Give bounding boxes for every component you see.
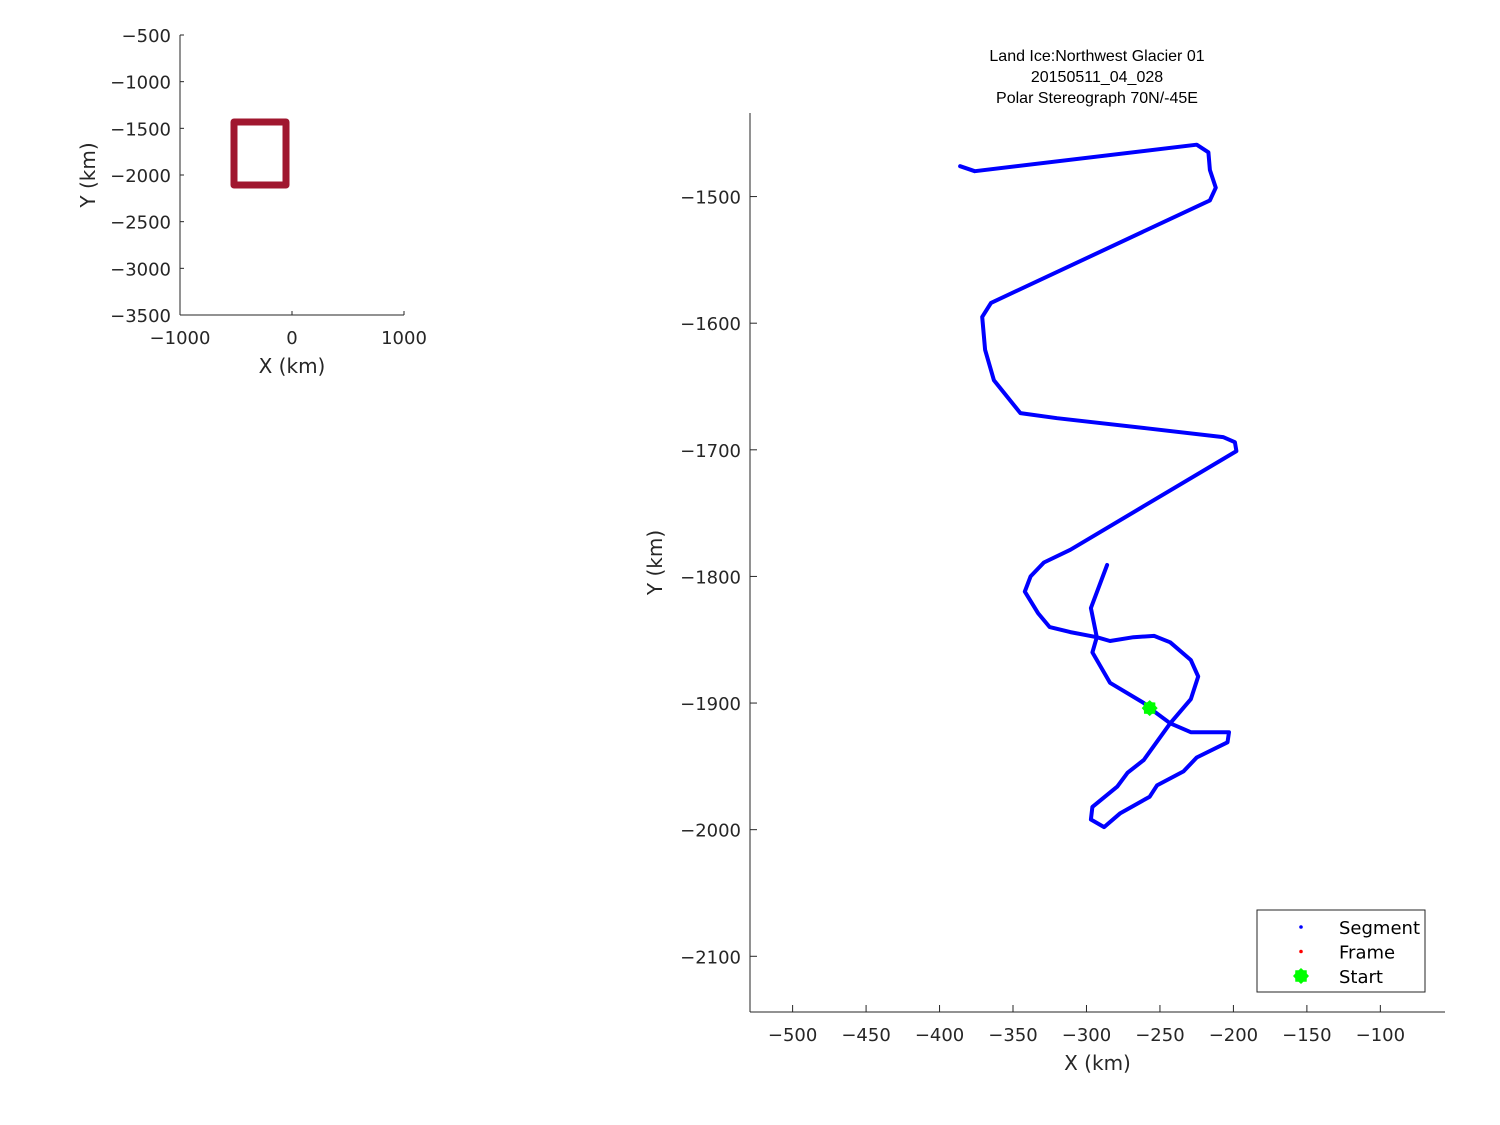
x-tick-label: −300	[1062, 1025, 1111, 1046]
x-axis-label: X (km)	[1064, 1051, 1131, 1075]
start-marker	[1141, 700, 1158, 717]
y-axis-label: Y (km)	[76, 142, 100, 208]
x-tick-label: −400	[915, 1025, 964, 1046]
y-tick-label: −1800	[680, 567, 741, 588]
legend-segment-label: Segment	[1339, 918, 1420, 939]
x-tick-label: 0	[286, 328, 297, 349]
x-tick-label: −500	[768, 1025, 817, 1046]
series-line	[230, 118, 290, 189]
y-tick-label: −1600	[680, 314, 741, 335]
x-tick-label: 1000	[381, 328, 427, 349]
series-segment-line	[958, 142, 1239, 830]
legend-start-label: Start	[1339, 967, 1383, 988]
chart-title-line: Land Ice:Northwest Glacier 01	[989, 48, 1204, 65]
overview-axes: −1000 0 1000 −3500 −3000 −2500 −2000 −1500 −1000…	[76, 26, 427, 378]
y-tick-label: −1700	[680, 441, 741, 462]
x-tick-label: −250	[1135, 1025, 1184, 1046]
x-axis-label: X (km)	[259, 354, 326, 378]
y-tick-label: −2000	[680, 821, 741, 842]
legend-frame-label: Frame	[1339, 943, 1395, 964]
x-tick-label: −100	[1356, 1025, 1405, 1046]
y-tick-label: −2100	[680, 947, 741, 968]
x-tick-label: −350	[988, 1025, 1037, 1046]
y-tick-label: −3000	[110, 259, 171, 280]
x-tick-label: −200	[1209, 1025, 1258, 1046]
y-tick-label: −500	[122, 26, 171, 47]
y-tick-label: −1500	[680, 188, 741, 209]
y-tick-label: −2500	[110, 213, 171, 234]
x-tick-label: −450	[841, 1025, 890, 1046]
legend-segment-marker	[1299, 925, 1303, 929]
chart-title-line: 20150511_04_028	[1031, 69, 1163, 86]
y-tick-label: −1500	[110, 119, 171, 140]
chart-title-line: Polar Stereograph 70N/-45E	[996, 90, 1198, 107]
y-tick-label: −1900	[680, 694, 741, 715]
main-axes: −500 −450 −400 −350 −300 −250 −200 −150 −100 −210…	[643, 48, 1445, 1075]
x-tick-label: −150	[1282, 1025, 1331, 1046]
x-tick-label: −1000	[150, 328, 211, 349]
y-tick-label: −2000	[110, 166, 171, 187]
legend-box	[1256, 909, 1426, 993]
legend-frame-marker	[1299, 949, 1303, 954]
y-tick-label: −3500	[110, 306, 171, 327]
legend-start-marker	[1293, 968, 1309, 984]
y-axis-label: Y (km)	[643, 530, 667, 596]
legend: Segment Frame Start	[1256, 909, 1426, 993]
y-tick-label: −1000	[110, 73, 171, 94]
